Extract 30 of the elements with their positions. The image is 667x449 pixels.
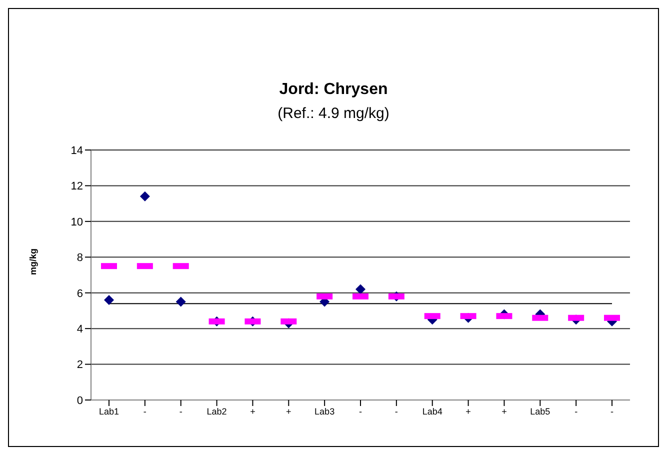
x-tick-label: Lab4 <box>422 406 442 416</box>
point <box>104 295 114 305</box>
x-tick-label: + <box>250 406 256 416</box>
x-tick-label: + <box>466 406 471 416</box>
x-tick-label: + <box>502 406 507 416</box>
y-tick-label: 6 <box>76 288 83 300</box>
y-axis-title: mg/kg <box>28 248 38 275</box>
y-tick-label: 2 <box>76 359 83 372</box>
chart-title: Jord: Chrysen <box>278 81 389 99</box>
x-tick-label: - <box>394 406 398 416</box>
x-tick-label: Lab5 <box>530 406 550 416</box>
x-tick-label: Lab2 <box>206 406 227 416</box>
x-tick-label: - <box>574 406 578 416</box>
point <box>140 191 150 202</box>
y-tick-label: 4 <box>76 323 83 336</box>
y-tick-label: 12 <box>70 180 83 193</box>
y-tick-label: 0 <box>76 394 83 407</box>
y-tick-label: 14 <box>70 144 83 157</box>
x-tick-label: Lab1 <box>98 406 120 416</box>
point <box>176 296 186 307</box>
chart-subtitle: (Ref.: 4.9 mg/kg) <box>276 105 390 122</box>
x-tick-label: Lab3 <box>314 406 335 416</box>
x-tick-label: - <box>179 406 182 416</box>
x-tick-label: - <box>359 406 362 416</box>
x-tick-label: - <box>143 406 146 416</box>
point <box>356 284 366 294</box>
x-tick-label: - <box>610 406 614 416</box>
x-tick-label: + <box>286 406 292 416</box>
y-tick-label: 10 <box>70 216 83 228</box>
y-tick-label: 8 <box>76 252 83 264</box>
